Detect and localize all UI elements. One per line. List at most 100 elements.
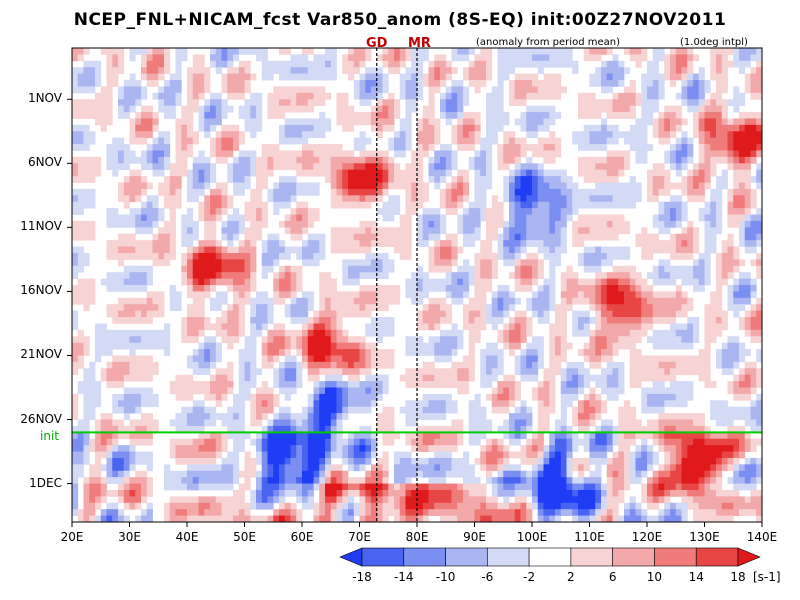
field-cell	[716, 227, 723, 235]
field-cell	[417, 336, 424, 344]
field-cell	[468, 48, 475, 55]
field-cell	[652, 124, 659, 132]
field-cell	[325, 169, 332, 177]
field-cell	[307, 220, 314, 228]
field-cell	[284, 99, 291, 107]
field-cell	[152, 195, 159, 203]
field-cell	[382, 323, 389, 331]
field-cell	[739, 67, 746, 75]
field-cell	[606, 137, 613, 145]
field-cell	[670, 304, 677, 312]
field-cell	[721, 355, 728, 363]
field-cell	[687, 304, 694, 312]
field-cell	[411, 342, 418, 350]
field-cell	[135, 355, 142, 363]
field-cell	[388, 233, 395, 241]
field-cell	[566, 60, 573, 68]
field-cell	[721, 240, 728, 247]
field-cell	[129, 342, 136, 350]
field-cell	[376, 169, 383, 177]
field-cell	[578, 105, 585, 113]
field-cell	[693, 99, 700, 107]
field-cell	[319, 406, 326, 414]
field-cell	[526, 86, 533, 94]
field-cell	[353, 336, 360, 344]
field-cell	[256, 169, 263, 177]
field-cell	[371, 400, 378, 408]
field-cell	[100, 413, 107, 420]
field-cell	[359, 381, 366, 388]
field-cell	[371, 105, 378, 113]
field-cell	[215, 381, 222, 388]
field-cell	[405, 336, 412, 344]
field-cell	[348, 342, 355, 350]
field-cell	[549, 150, 556, 158]
field-cell	[497, 208, 504, 215]
field-cell	[77, 329, 84, 337]
field-cell	[428, 86, 435, 94]
field-cell	[532, 349, 539, 356]
field-cell	[721, 67, 728, 75]
field-cell	[141, 419, 148, 427]
field-cell	[589, 374, 596, 382]
field-cell	[106, 342, 113, 350]
field-cell	[238, 329, 245, 337]
field-cell	[382, 163, 389, 171]
field-cell	[422, 278, 429, 286]
field-cell	[681, 304, 688, 312]
field-cell	[365, 188, 372, 196]
field-cell	[273, 297, 280, 305]
field-cell	[371, 169, 378, 177]
field-cell	[733, 342, 740, 350]
field-cell	[486, 381, 493, 388]
field-cell	[583, 265, 590, 273]
field-cell	[146, 48, 153, 55]
field-cell	[704, 336, 711, 344]
field-cell	[238, 285, 245, 292]
field-cell	[359, 150, 366, 158]
field-cell	[434, 80, 441, 87]
field-cell	[405, 252, 412, 260]
field-cell	[187, 317, 194, 324]
field-cell	[238, 86, 245, 94]
field-cell	[348, 73, 355, 81]
field-cell	[670, 233, 677, 241]
field-cell	[348, 278, 355, 286]
field-cell	[589, 291, 596, 299]
field-cell	[123, 387, 130, 395]
field-cell	[405, 67, 412, 75]
field-cell	[526, 272, 533, 279]
field-cell	[296, 73, 303, 81]
field-cell	[601, 182, 608, 190]
field-cell	[112, 336, 119, 344]
field-cell	[192, 406, 199, 414]
field-cell	[123, 361, 130, 369]
field-cell	[555, 233, 562, 241]
field-cell	[353, 80, 360, 87]
field-cell	[670, 214, 677, 222]
field-cell	[618, 368, 625, 376]
field-cell	[204, 342, 211, 350]
field-cell	[336, 176, 343, 183]
field-cell	[463, 272, 470, 279]
field-cell	[382, 169, 389, 177]
field-cell	[658, 374, 665, 382]
field-cell	[83, 406, 90, 414]
field-cell	[376, 163, 383, 171]
field-cell	[675, 240, 682, 247]
field-cell	[468, 317, 475, 324]
field-cell	[83, 124, 90, 132]
field-cell	[210, 419, 217, 427]
field-cell	[652, 118, 659, 126]
field-cell	[210, 201, 217, 209]
field-cell	[95, 73, 102, 81]
field-cell	[681, 310, 688, 318]
field-cell	[555, 304, 562, 312]
field-cell	[457, 368, 464, 376]
field-cell	[238, 400, 245, 408]
field-cell	[382, 60, 389, 68]
field-cell	[428, 278, 435, 286]
field-cell	[169, 240, 176, 247]
field-cell	[359, 176, 366, 183]
field-cell	[578, 329, 585, 337]
